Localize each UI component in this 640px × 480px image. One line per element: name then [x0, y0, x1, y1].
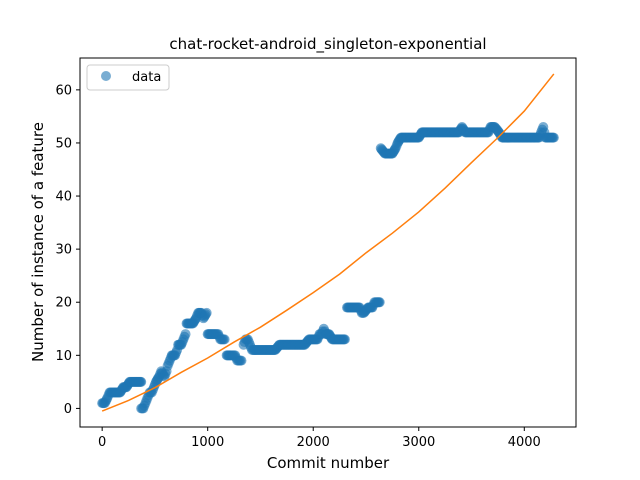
y-tick-label: 20: [55, 296, 72, 311]
x-axis: 0 1000 2000 3000 4000: [98, 427, 541, 450]
plot-frame: [79, 57, 577, 428]
data-point: [219, 334, 230, 345]
data-point: [339, 334, 350, 345]
legend-label-data: data: [132, 70, 161, 85]
x-tick-label: 3000: [402, 435, 435, 450]
data-point: [236, 355, 247, 366]
y-axis: 0 10 20 30 40 50 60: [55, 83, 80, 417]
y-tick-label: 50: [55, 136, 72, 151]
x-tick-label: 4000: [508, 435, 541, 450]
y-tick-label: 0: [64, 402, 72, 417]
legend-marker-data: [101, 71, 111, 81]
legend: data: [86, 64, 170, 91]
fit-line: [101, 73, 555, 412]
x-tick-label: 0: [98, 435, 106, 450]
y-axis-label: Number of instance of a feature: [29, 122, 47, 362]
data-point: [136, 376, 147, 387]
data-point: [374, 297, 385, 308]
y-tick-label: 60: [55, 83, 72, 98]
x-axis-label: Commit number: [267, 454, 390, 472]
x-tick-label: 2000: [297, 435, 330, 450]
y-tick-label: 10: [55, 349, 72, 364]
y-tick-label: 30: [55, 243, 72, 258]
data-point: [201, 307, 212, 318]
data-points: [97, 122, 559, 414]
chart-title: chat-rocket-android_singleton-exponentia…: [169, 35, 486, 54]
y-tick-label: 40: [55, 190, 72, 205]
x-tick-label: 1000: [191, 435, 224, 450]
data-point: [180, 329, 191, 340]
data-point: [548, 132, 559, 143]
